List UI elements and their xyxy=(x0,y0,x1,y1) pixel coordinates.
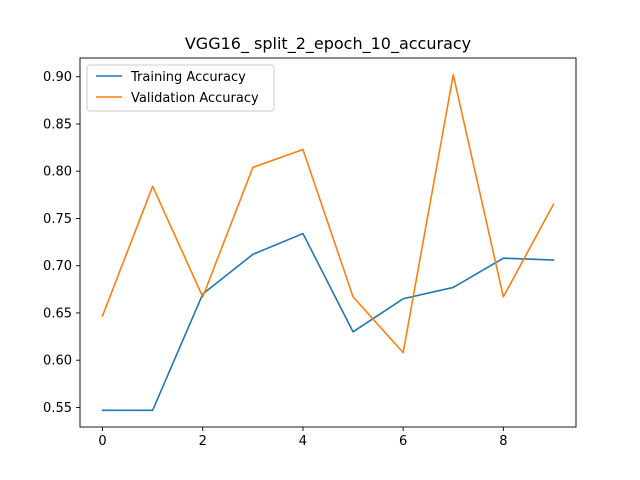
legend-label-training-accuracy: Training Accuracy xyxy=(130,70,246,85)
x-tick-label-0: 0 xyxy=(98,434,106,449)
y-tick-label-0.65: 0.65 xyxy=(43,306,72,321)
y-tick-label-0.85: 0.85 xyxy=(43,117,72,132)
y-tick-label-0.70: 0.70 xyxy=(43,259,72,274)
legend: Training Accuracy Validation Accuracy xyxy=(87,65,274,111)
y-tick-label-0.55: 0.55 xyxy=(43,401,72,416)
x-tick-label-6: 6 xyxy=(399,434,407,449)
y-tick-label-0.80: 0.80 xyxy=(43,165,72,180)
y-tick-label-0.60: 0.60 xyxy=(43,354,72,369)
x-tick-label-2: 2 xyxy=(199,434,207,449)
x-tick-label-8: 8 xyxy=(499,434,507,449)
x-tick-label-4: 4 xyxy=(299,434,307,449)
y-tick-label-0.75: 0.75 xyxy=(43,212,72,227)
y-tick-label-0.90: 0.90 xyxy=(43,70,72,85)
legend-label-validation-accuracy: Validation Accuracy xyxy=(131,91,259,106)
chart-title: VGG16_ split_2_epoch_10_accuracy xyxy=(185,34,471,54)
